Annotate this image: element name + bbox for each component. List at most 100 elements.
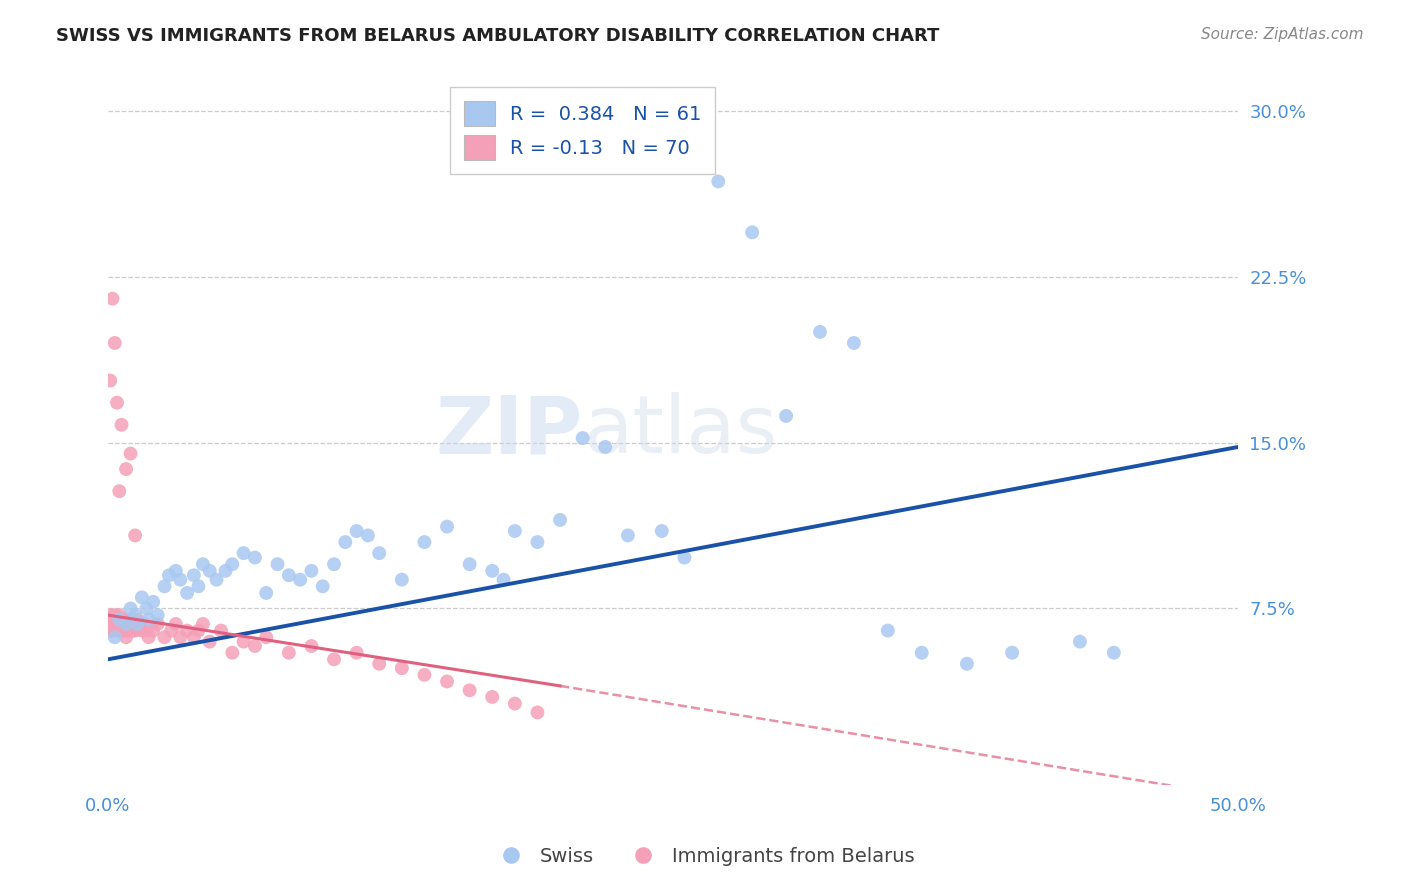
Point bbox=[124, 528, 146, 542]
Point bbox=[956, 657, 979, 671]
Point bbox=[98, 624, 121, 638]
Point bbox=[617, 528, 640, 542]
Point bbox=[911, 646, 934, 660]
Point bbox=[153, 630, 176, 644]
Point bbox=[254, 630, 277, 644]
Point bbox=[98, 608, 121, 623]
Point bbox=[142, 624, 165, 638]
Point bbox=[108, 613, 131, 627]
Point bbox=[503, 697, 526, 711]
Point bbox=[101, 624, 124, 638]
Point bbox=[191, 558, 214, 572]
Point bbox=[101, 616, 124, 631]
Point bbox=[357, 528, 380, 542]
Point bbox=[436, 519, 458, 533]
Point bbox=[115, 616, 138, 631]
Point bbox=[391, 661, 413, 675]
Point bbox=[299, 564, 322, 578]
Point bbox=[108, 484, 131, 499]
Point bbox=[232, 546, 254, 560]
Point bbox=[97, 624, 120, 638]
Point bbox=[135, 601, 157, 615]
Point bbox=[127, 613, 149, 627]
Point bbox=[775, 409, 797, 423]
Point bbox=[413, 535, 436, 549]
Point bbox=[110, 417, 132, 432]
Text: atlas: atlas bbox=[582, 392, 778, 470]
Point bbox=[165, 564, 187, 578]
Point bbox=[104, 616, 127, 631]
Point bbox=[112, 613, 135, 627]
Point bbox=[458, 558, 481, 572]
Point bbox=[108, 624, 131, 638]
Point bbox=[323, 558, 346, 572]
Point bbox=[120, 446, 142, 460]
Point bbox=[101, 292, 124, 306]
Point bbox=[741, 225, 763, 239]
Point bbox=[277, 646, 299, 660]
Point bbox=[232, 634, 254, 648]
Point bbox=[120, 613, 142, 627]
Point bbox=[176, 624, 198, 638]
Point bbox=[115, 616, 138, 631]
Point bbox=[108, 608, 131, 623]
Point bbox=[266, 558, 288, 572]
Point bbox=[707, 174, 730, 188]
Point bbox=[97, 613, 120, 627]
Point bbox=[138, 630, 160, 644]
Point bbox=[120, 601, 142, 615]
Point bbox=[191, 616, 214, 631]
Point bbox=[1069, 634, 1091, 648]
Point bbox=[368, 657, 391, 671]
Point bbox=[481, 564, 503, 578]
Point bbox=[503, 524, 526, 538]
Point bbox=[110, 616, 132, 631]
Point bbox=[209, 624, 232, 638]
Point bbox=[124, 616, 146, 631]
Point bbox=[842, 335, 865, 350]
Point bbox=[187, 579, 209, 593]
Point bbox=[593, 440, 616, 454]
Point bbox=[131, 624, 153, 638]
Point bbox=[243, 639, 266, 653]
Text: Source: ZipAtlas.com: Source: ZipAtlas.com bbox=[1201, 27, 1364, 42]
Point bbox=[115, 630, 138, 644]
Point bbox=[124, 624, 146, 638]
Point bbox=[110, 624, 132, 638]
Point bbox=[124, 608, 146, 623]
Point bbox=[436, 674, 458, 689]
Point bbox=[368, 546, 391, 560]
Point bbox=[138, 613, 160, 627]
Point bbox=[651, 524, 673, 538]
Point bbox=[346, 524, 368, 538]
Point bbox=[673, 550, 696, 565]
Point bbox=[121, 624, 143, 638]
Point bbox=[346, 646, 368, 660]
Point bbox=[187, 624, 209, 638]
Point bbox=[117, 624, 139, 638]
Point bbox=[548, 513, 571, 527]
Point bbox=[492, 573, 515, 587]
Point bbox=[104, 630, 127, 644]
Point bbox=[120, 616, 142, 631]
Point bbox=[391, 573, 413, 587]
Point bbox=[105, 613, 128, 627]
Point bbox=[104, 335, 127, 350]
Point bbox=[176, 586, 198, 600]
Point bbox=[243, 550, 266, 565]
Point bbox=[135, 624, 157, 638]
Point bbox=[458, 683, 481, 698]
Point bbox=[169, 573, 191, 587]
Point bbox=[146, 616, 169, 631]
Point bbox=[481, 690, 503, 704]
Point bbox=[183, 568, 205, 582]
Point bbox=[165, 616, 187, 631]
Text: SWISS VS IMMIGRANTS FROM BELARUS AMBULATORY DISABILITY CORRELATION CHART: SWISS VS IMMIGRANTS FROM BELARUS AMBULAT… bbox=[56, 27, 939, 45]
Point bbox=[98, 374, 121, 388]
Point bbox=[526, 706, 548, 720]
Point bbox=[183, 630, 205, 644]
Point bbox=[131, 591, 153, 605]
Legend: Swiss, Immigrants from Belarus: Swiss, Immigrants from Belarus bbox=[484, 838, 922, 873]
Point bbox=[127, 616, 149, 631]
Point bbox=[288, 573, 311, 587]
